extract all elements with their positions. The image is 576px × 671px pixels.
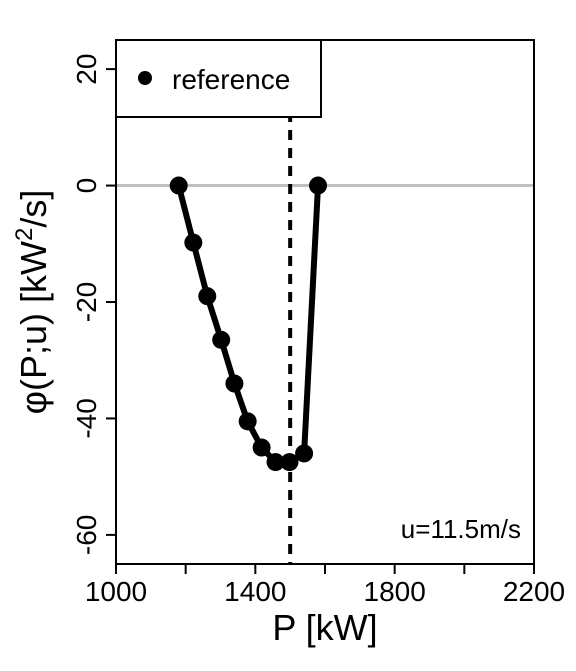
data-point-0 (169, 176, 188, 195)
x-axis-title: P [kW] (272, 607, 377, 648)
data-point-6 (252, 438, 271, 457)
data-point-9 (295, 444, 314, 463)
annotation-wind-speed: u=11.5m/s (401, 514, 521, 544)
plot-frame (115, 39, 535, 565)
y-axis-title-tail: /s] (13, 190, 54, 228)
y-tick-label--60: -60 (71, 515, 102, 555)
x-tick-label-2200: 2200 (503, 576, 565, 607)
x-tick-label-1400: 1400 (224, 576, 286, 607)
data-point-1 (184, 233, 203, 252)
y-axis-title: φ(P;u) [kW2/s] (11, 190, 54, 415)
series-points-reference (169, 176, 328, 472)
y-tick-label-0: 0 (71, 178, 102, 194)
data-point-2 (198, 287, 217, 306)
data-point-4 (225, 374, 244, 393)
y-tick-label--20: -20 (71, 282, 102, 322)
y-tick-label-20: 20 (71, 54, 102, 85)
x-axis: 1000 1400 1800 2200 (85, 564, 565, 607)
data-point-3 (212, 330, 231, 349)
y-axis-title-main: φ(P;u) [kW (13, 241, 54, 414)
legend: reference (115, 39, 322, 118)
y-axis-title-superscript: 2 (11, 228, 38, 241)
data-point-5 (238, 412, 257, 431)
data-point-10 (309, 176, 328, 195)
y-tick-label--40: -40 (71, 398, 102, 438)
legend-marker (138, 71, 152, 85)
x-tick-label-1000: 1000 (85, 576, 147, 607)
x-tick-label-1800: 1800 (364, 576, 426, 607)
data-point-7 (266, 453, 285, 472)
y-axis: -60 -40 -20 0 20 (71, 54, 116, 555)
legend-label: reference (172, 64, 290, 95)
